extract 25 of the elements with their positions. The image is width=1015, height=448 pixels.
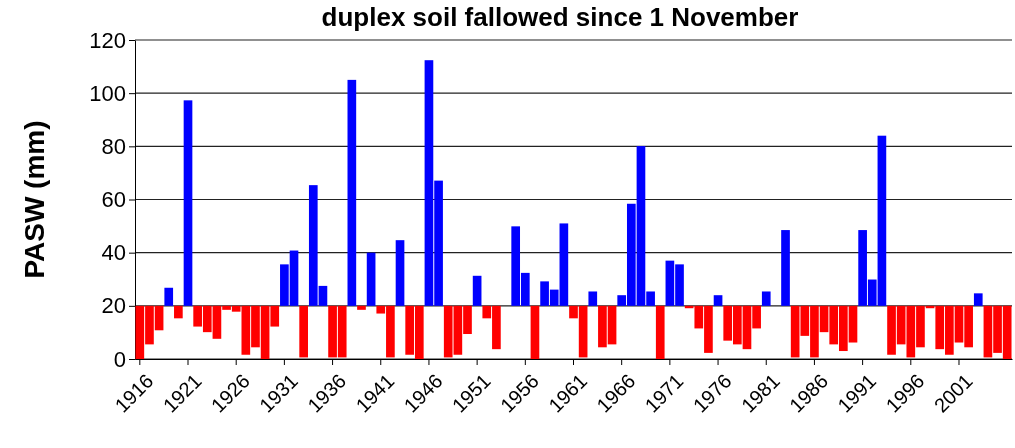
chart-title: duplex soil fallowed since 1 November bbox=[321, 2, 799, 32]
y-tick-label: 40 bbox=[101, 240, 126, 266]
bar bbox=[347, 79, 357, 306]
bar bbox=[183, 100, 193, 306]
bar bbox=[366, 252, 376, 306]
bar bbox=[174, 305, 183, 319]
bar bbox=[164, 287, 174, 306]
y-tick-label: 20 bbox=[101, 293, 126, 319]
bar bbox=[781, 230, 790, 306]
y-tick-label: 60 bbox=[101, 187, 126, 213]
y-tick-label: 100 bbox=[89, 80, 126, 106]
bar bbox=[973, 293, 983, 306]
y-tick-label: 120 bbox=[89, 27, 126, 53]
bar bbox=[472, 275, 482, 306]
y-tick-label: 0 bbox=[113, 346, 126, 372]
y-axis-title: PASW (mm) bbox=[19, 120, 50, 279]
bar bbox=[588, 291, 598, 306]
bar bbox=[299, 305, 308, 358]
y-tick-label: 80 bbox=[101, 133, 126, 159]
bar bbox=[530, 305, 540, 359]
bar bbox=[761, 291, 771, 306]
bar bbox=[395, 240, 405, 306]
bar bbox=[655, 305, 665, 359]
bar bbox=[357, 305, 366, 310]
bar bbox=[713, 295, 723, 306]
